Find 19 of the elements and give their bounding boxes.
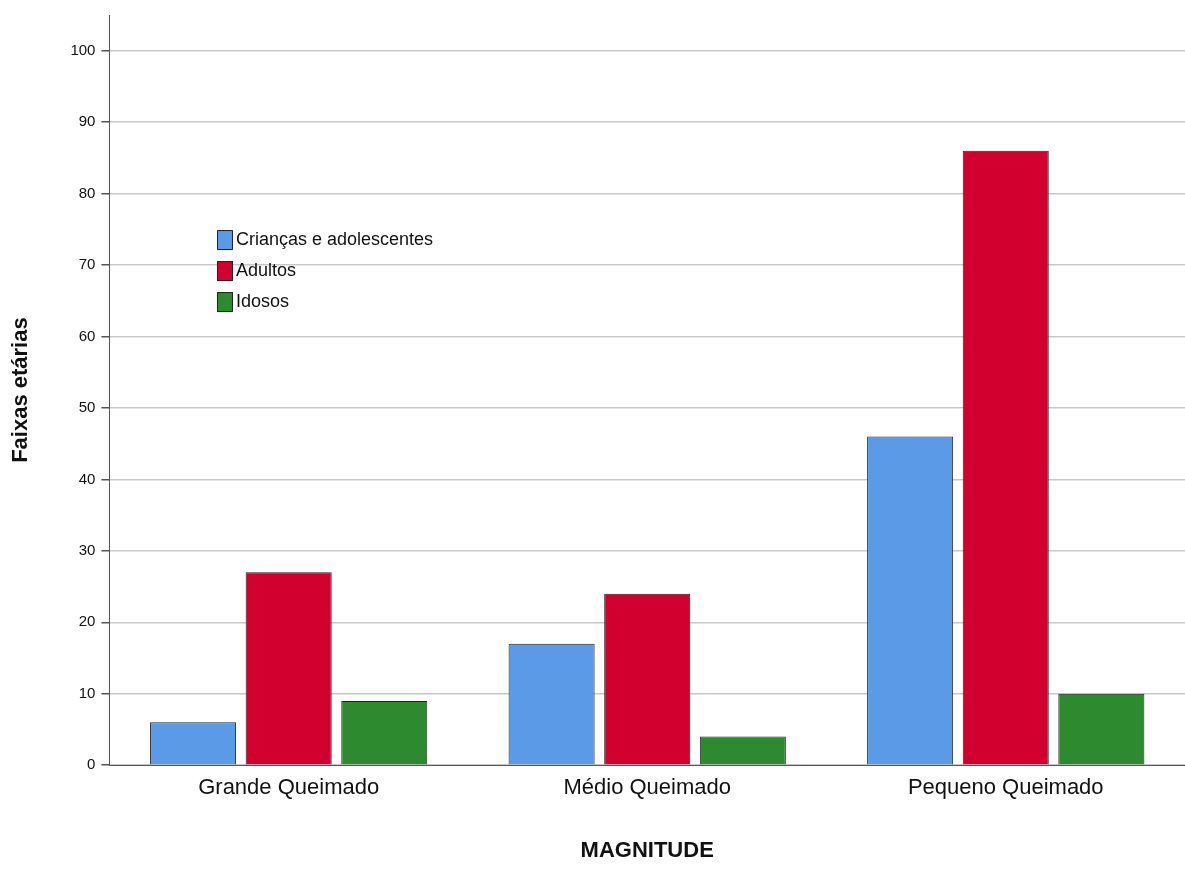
- y-tick-label: 30: [78, 541, 96, 558]
- x-tick-label: Pequeno Queimado: [907, 774, 1104, 800]
- y-tick-label: 0: [87, 755, 96, 773]
- y-tick-label: 80: [78, 183, 96, 201]
- y-tick-label: 50: [78, 398, 96, 416]
- y-axis-title: Faixas etárias: [7, 317, 33, 463]
- x-tick-label: Grande Queimado: [198, 774, 380, 800]
- legend-label: Adultos: [235, 260, 297, 281]
- y-tick-label: 90: [78, 112, 96, 130]
- x-tick-label: Médio Queimado: [563, 774, 731, 800]
- x-axis-title: MAGNITUDE: [580, 836, 714, 862]
- y-tick-label: 40: [78, 469, 96, 487]
- y-tick-label: 60: [78, 326, 96, 344]
- y-tick-label: 100: [70, 40, 96, 58]
- y-tick-label: 10: [78, 683, 96, 701]
- legend-label: Crianças e adolescentes: [235, 229, 434, 250]
- y-tick-label: 70: [78, 255, 96, 273]
- legend-label: Idosos: [235, 291, 290, 312]
- y-tick-label: 20: [78, 612, 96, 630]
